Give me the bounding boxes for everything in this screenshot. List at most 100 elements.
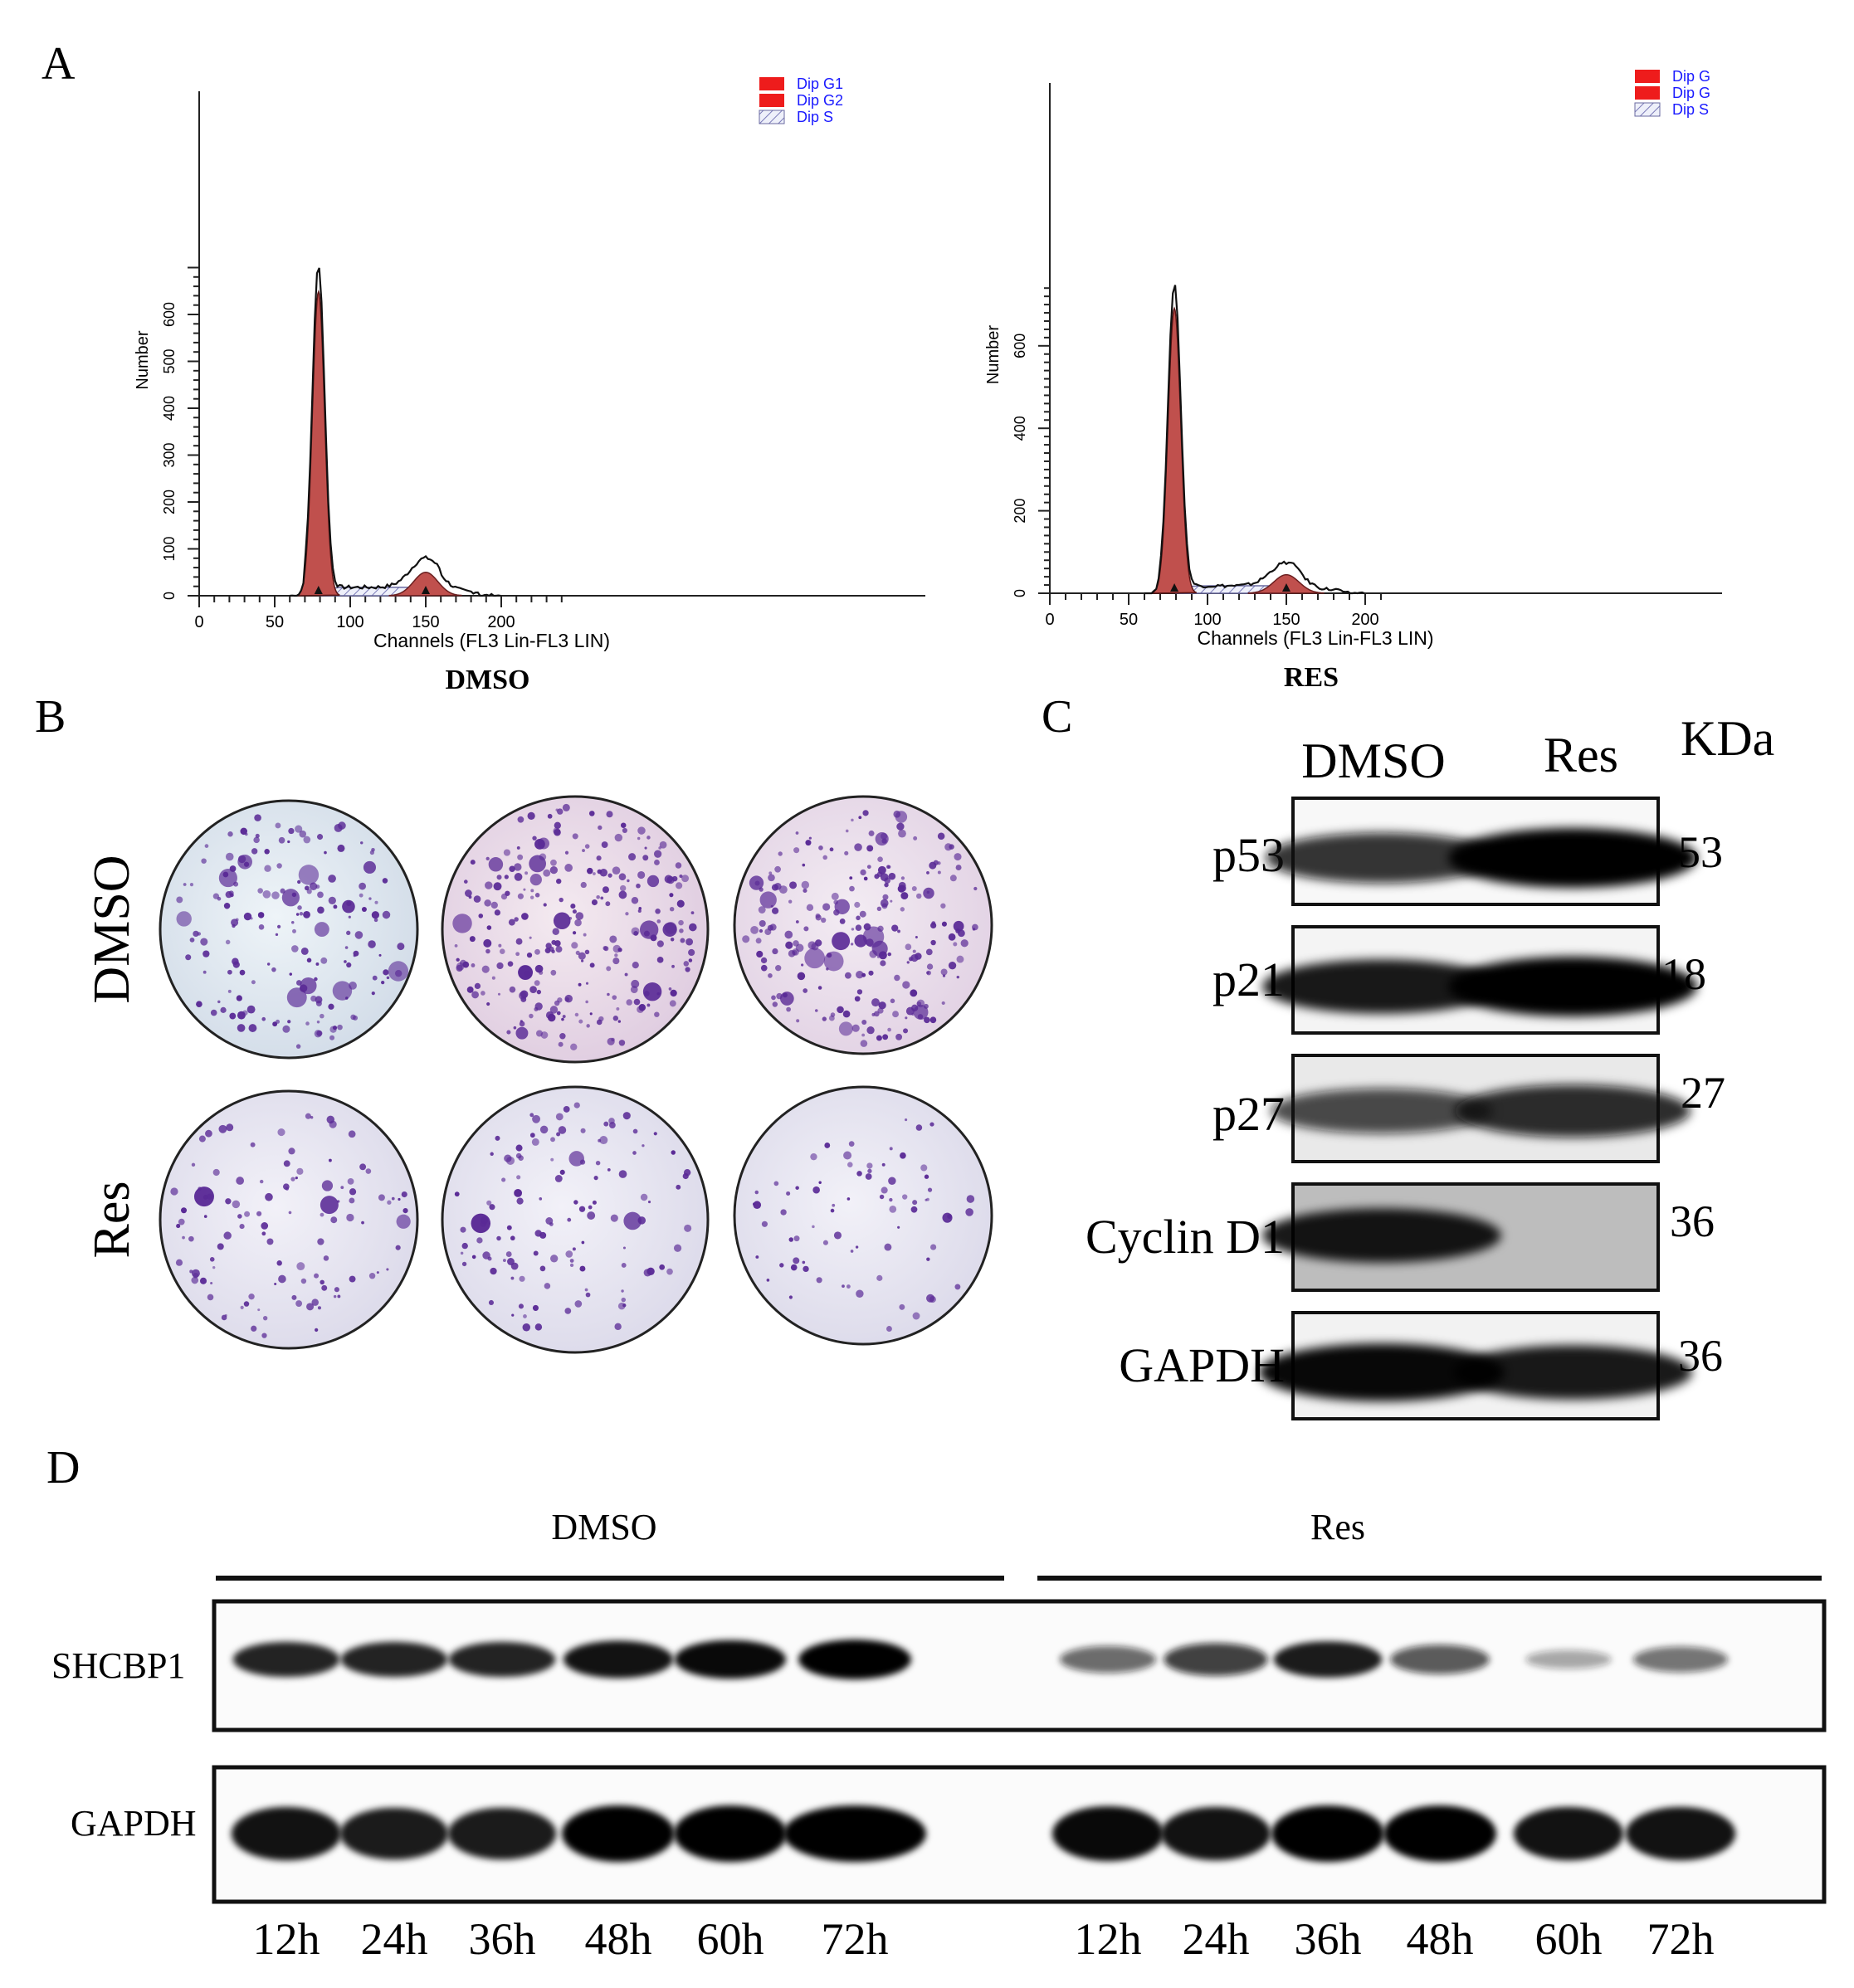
colony (496, 962, 504, 970)
colony (669, 1000, 676, 1007)
colony (587, 867, 593, 875)
colony (632, 1151, 637, 1155)
colony (295, 1300, 303, 1307)
colony (378, 1194, 385, 1201)
band (1448, 957, 1697, 1016)
colony (539, 1197, 543, 1201)
colony (845, 829, 849, 833)
colony (282, 1025, 290, 1033)
colony (507, 1258, 515, 1265)
colony (461, 1242, 468, 1250)
colony (779, 1263, 784, 1268)
colony (227, 969, 232, 975)
colony (965, 1208, 973, 1216)
colony (383, 969, 389, 976)
colony (575, 950, 580, 955)
colony (515, 1026, 529, 1040)
colony (900, 892, 909, 900)
colony (257, 912, 265, 918)
colony (676, 882, 683, 889)
colony (533, 1250, 539, 1256)
colony (506, 1030, 511, 1035)
colony (592, 1200, 597, 1205)
colony (612, 866, 621, 875)
colony (607, 1167, 611, 1172)
colony (854, 843, 862, 851)
colony (862, 810, 869, 816)
colony (196, 1001, 202, 1007)
colony (225, 852, 234, 861)
colony (277, 1128, 285, 1137)
colony (755, 938, 762, 944)
colony (561, 1017, 564, 1021)
colony (637, 826, 646, 835)
colony (803, 926, 809, 932)
colony (469, 936, 476, 943)
colony (509, 865, 515, 872)
colony (291, 892, 297, 898)
colony (237, 855, 246, 864)
colony (529, 1133, 535, 1138)
colony (572, 833, 578, 840)
colony (386, 1268, 389, 1271)
colony (916, 893, 922, 899)
colony (683, 961, 690, 967)
colony (529, 895, 534, 899)
colony (850, 943, 854, 946)
colony (532, 1114, 540, 1123)
colony (201, 858, 207, 864)
colony (778, 885, 788, 894)
histogram-title: RES (1284, 662, 1339, 693)
colony (642, 1144, 645, 1147)
colony (337, 1024, 343, 1031)
colony (589, 1012, 593, 1016)
colony (347, 1177, 354, 1185)
colony (580, 1128, 586, 1133)
colony (320, 1196, 339, 1215)
colony (516, 1197, 524, 1205)
colony (303, 836, 311, 844)
colony (218, 1124, 227, 1133)
colony (227, 989, 232, 993)
colony (855, 924, 862, 931)
colony (910, 953, 919, 962)
colony (217, 1000, 221, 1004)
blot-row-gapdh-d: GAPDH (71, 1765, 1827, 1904)
colony (544, 1283, 551, 1289)
y-tick-label: 0 (161, 592, 178, 600)
dish-res-2 (441, 1085, 710, 1354)
colony (760, 957, 768, 964)
colony (636, 883, 641, 889)
colony (614, 1323, 622, 1331)
colony (688, 923, 697, 932)
colony (202, 950, 210, 957)
colony (843, 1151, 852, 1160)
colony (612, 957, 620, 965)
colony (305, 1113, 311, 1119)
dish-res-3 (733, 1085, 993, 1346)
colony (673, 1244, 682, 1252)
colony (514, 1188, 523, 1197)
colony (345, 996, 349, 1000)
colony (549, 1006, 559, 1014)
colony (500, 893, 508, 900)
colony (271, 891, 280, 899)
colony (621, 1297, 627, 1303)
colony (515, 952, 520, 957)
colony (295, 1044, 301, 1049)
colony (291, 945, 299, 953)
legend-swatch (1634, 102, 1661, 117)
colony (591, 899, 598, 906)
colony (315, 962, 320, 966)
x-tick-label: 200 (1351, 611, 1378, 629)
colony (264, 849, 270, 855)
colony (664, 875, 673, 884)
colony (299, 984, 308, 992)
colony (931, 921, 936, 926)
colony (517, 854, 524, 860)
colony (239, 969, 246, 976)
colony (754, 880, 760, 886)
colony (497, 992, 500, 996)
colony (220, 1006, 227, 1013)
colony (277, 924, 281, 929)
